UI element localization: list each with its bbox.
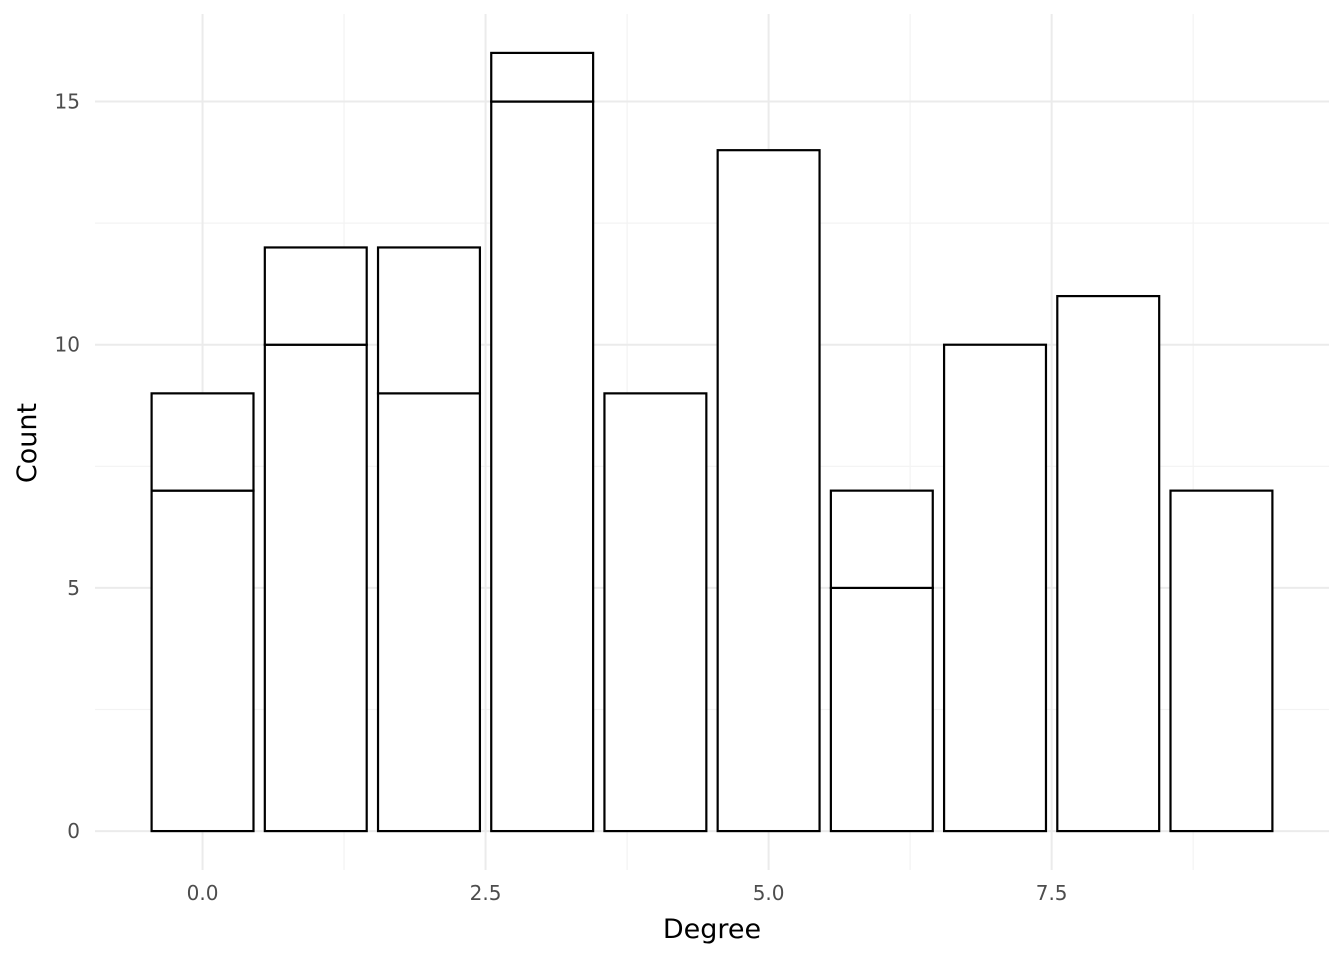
x-tick-label: 2.5: [470, 881, 502, 905]
bar-segment: [150, 392, 255, 492]
bar-segment: [263, 246, 368, 346]
y-axis-title: Count: [12, 403, 43, 483]
bar-7: [942, 343, 1048, 833]
y-tick-label: 10: [55, 333, 80, 357]
bar-1: [263, 246, 368, 833]
y-tick-label: 5: [67, 576, 80, 600]
bar-5: [716, 149, 821, 833]
bar-segment: [829, 586, 934, 833]
bar-8: [1056, 294, 1161, 833]
bar-segment: [603, 392, 708, 833]
bar-segment: [490, 51, 595, 103]
bar-segment: [716, 149, 821, 833]
x-tick-label: 5.0: [753, 881, 785, 905]
bar-segment: [150, 489, 255, 833]
bar-segment: [1056, 294, 1161, 833]
bar-segment: [829, 489, 934, 590]
bar-3: [490, 51, 595, 833]
x-tick-label: 0.0: [187, 881, 219, 905]
bar-0: [150, 392, 255, 833]
y-tick-label: 15: [55, 90, 80, 114]
x-tick-labels: 0.0 2.5 5.0 7.5: [187, 881, 1068, 905]
bar-4: [603, 392, 708, 833]
bar-segment: [1169, 489, 1274, 833]
bar-segment: [942, 343, 1048, 833]
y-tick-label: 0: [67, 819, 80, 843]
bar-segment: [490, 100, 595, 833]
bar-2: [376, 246, 482, 833]
bar-9: [1169, 489, 1274, 833]
bar-segment: [376, 392, 482, 833]
x-tick-label: 7.5: [1036, 881, 1068, 905]
bar-segment: [376, 246, 482, 395]
bar-6: [829, 489, 934, 833]
bar-segment: [263, 343, 368, 833]
bars: [150, 51, 1274, 833]
y-tick-labels: 0 5 10 15: [55, 90, 80, 844]
x-axis-title: Degree: [663, 914, 761, 945]
